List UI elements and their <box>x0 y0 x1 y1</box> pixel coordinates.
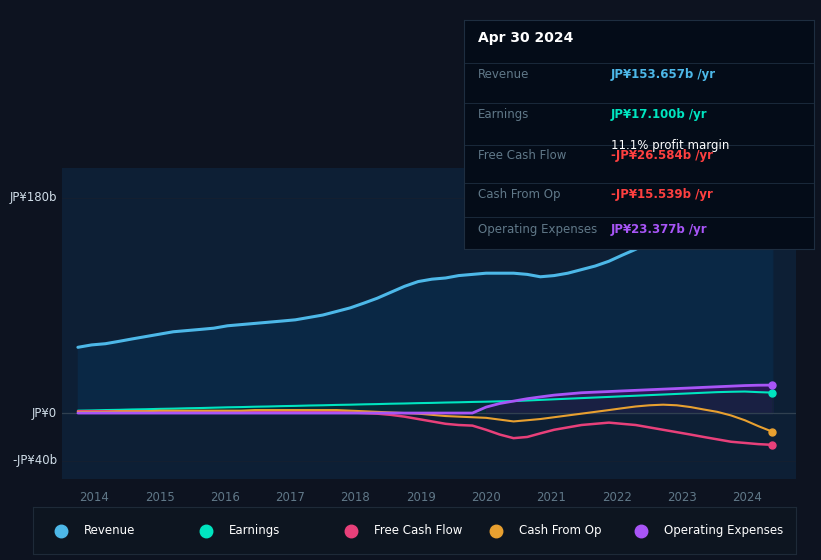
Text: Operating Expenses: Operating Expenses <box>478 223 597 236</box>
Text: Free Cash Flow: Free Cash Flow <box>478 150 566 162</box>
Text: -JP¥40b: -JP¥40b <box>12 454 57 468</box>
Text: Earnings: Earnings <box>229 524 281 537</box>
Text: Cash From Op: Cash From Op <box>519 524 602 537</box>
Text: JP¥180b: JP¥180b <box>10 192 57 204</box>
Text: -JP¥15.539b /yr: -JP¥15.539b /yr <box>611 188 713 202</box>
Text: Earnings: Earnings <box>478 108 530 121</box>
Text: JP¥153.657b /yr: JP¥153.657b /yr <box>611 68 716 81</box>
Text: Revenue: Revenue <box>84 524 135 537</box>
Text: Revenue: Revenue <box>478 68 530 81</box>
Text: Cash From Op: Cash From Op <box>478 188 561 202</box>
Text: -JP¥26.584b /yr: -JP¥26.584b /yr <box>611 150 713 162</box>
Text: Free Cash Flow: Free Cash Flow <box>374 524 462 537</box>
Text: Operating Expenses: Operating Expenses <box>664 524 783 537</box>
Text: JP¥17.100b /yr: JP¥17.100b /yr <box>611 108 708 121</box>
Text: JP¥23.377b /yr: JP¥23.377b /yr <box>611 223 708 236</box>
Text: JP¥0: JP¥0 <box>32 407 57 419</box>
Text: 11.1% profit margin: 11.1% profit margin <box>611 139 730 152</box>
Text: Apr 30 2024: Apr 30 2024 <box>478 31 573 45</box>
